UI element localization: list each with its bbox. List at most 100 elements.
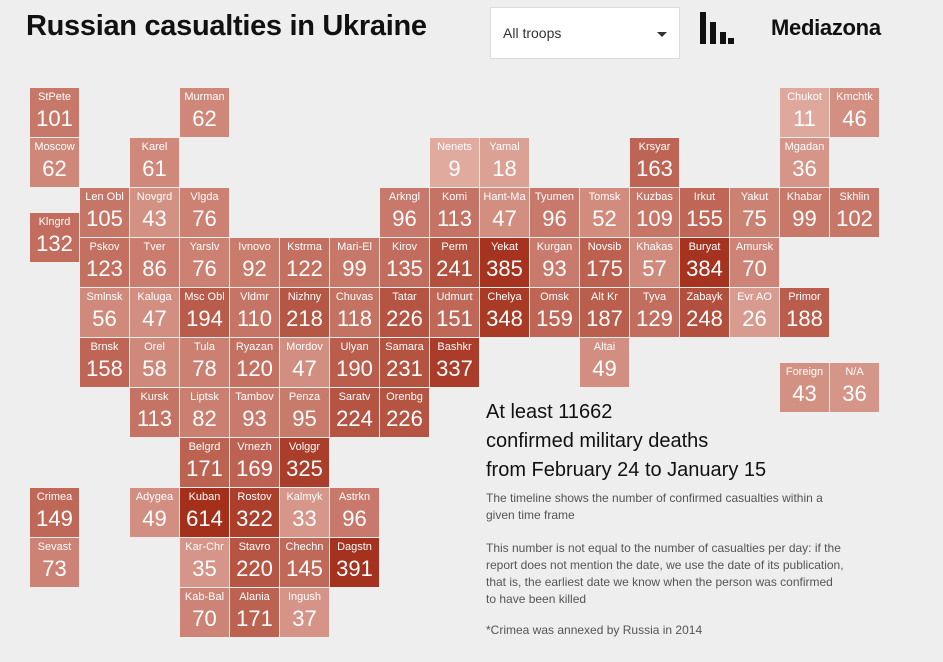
region-tile-volggr[interactable]: Volggr 325 (280, 438, 329, 487)
region-tile-yamal[interactable]: Yamal 18 (480, 138, 529, 187)
region-tile-vrnezh[interactable]: Vrnezh 169 (230, 438, 279, 487)
region-tile-murman[interactable]: Murman 62 (180, 88, 229, 137)
brand-name[interactable]: Mediazona (771, 15, 881, 40)
region-name: Adygea (135, 491, 174, 503)
region-tile-vlgda[interactable]: Vlgda 76 (180, 188, 229, 237)
region-tile-chechn[interactable]: Chechn 145 (280, 538, 329, 587)
mediazona-logo-icon[interactable] (700, 12, 734, 44)
region-tile-kstrma[interactable]: Kstrma 122 (280, 238, 329, 287)
region-tile-chelya[interactable]: Chelya 348 (480, 288, 529, 337)
region-tile-tver[interactable]: Tver 86 (130, 238, 179, 287)
region-tile-saratv[interactable]: Saratv 224 (330, 388, 379, 437)
region-tile-alania[interactable]: Alania 171 (230, 588, 279, 637)
region-tile-adygea[interactable]: Adygea 49 (130, 488, 179, 537)
region-tile-zabayk[interactable]: Zabayk 248 (680, 288, 729, 337)
region-name: Penza (288, 391, 321, 403)
region-tile-mordov[interactable]: Mordov 47 (280, 338, 329, 387)
region-tile-tyva[interactable]: Tyva 129 (630, 288, 679, 337)
region-tile-crimea[interactable]: Crimea 149 (30, 488, 79, 537)
region-value: 123 (86, 256, 123, 281)
region-tile-ingush[interactable]: Ingush 37 (280, 588, 329, 637)
region-tile-hant-ma[interactable]: Hant-Ma 47 (480, 188, 529, 237)
region-tile-ivnovo[interactable]: Ivnovo 92 (230, 238, 279, 287)
region-tile-foreign[interactable]: Foreign 43 (780, 363, 829, 412)
region-tile-kuban[interactable]: Kuban 614 (180, 488, 229, 537)
region-tile-tyumen[interactable]: Tyumen 96 (530, 188, 579, 237)
region-tile-stavro[interactable]: Stavro 220 (230, 538, 279, 587)
region-tile-vldmr[interactable]: Vldmr 110 (230, 288, 279, 337)
region-tile-karel[interactable]: Karel 61 (130, 138, 179, 187)
region-tile-perm[interactable]: Perm 241 (430, 238, 479, 287)
region-tile-primor[interactable]: Primor 188 (780, 288, 829, 337)
region-tile-buryat[interactable]: Buryat 384 (680, 238, 729, 287)
region-tile-orel[interactable]: Orel 58 (130, 338, 179, 387)
region-tile-bashkr[interactable]: Bashkr 337 (430, 338, 479, 387)
region-tile-moscow[interactable]: Moscow 62 (30, 138, 79, 187)
region-tile-mgadan[interactable]: Mgadan 36 (780, 138, 829, 187)
region-tile-smlnsk[interactable]: Smlnsk 56 (80, 288, 129, 337)
region-tile-kuzbas[interactable]: Kuzbas 109 (630, 188, 679, 237)
region-tile-len-obl[interactable]: Len Obl 105 (80, 188, 129, 237)
region-tile-ulyan[interactable]: Ulyan 190 (330, 338, 379, 387)
region-tile-tula[interactable]: Tula 78 (180, 338, 229, 387)
region-value: 96 (392, 206, 417, 231)
region-tile-astrkn[interactable]: Astrkn 96 (330, 488, 379, 537)
region-tile-kar-chr[interactable]: Kar-Chr 35 (180, 538, 229, 587)
region-name: Ingush (287, 591, 322, 603)
region-tile-orenbg[interactable]: Orenbg 226 (380, 388, 429, 437)
region-tile-irkut[interactable]: Irkut 155 (680, 188, 729, 237)
region-tile-komi[interactable]: Komi 113 (430, 188, 479, 237)
region-tile-tambov[interactable]: Tambov 93 (230, 388, 279, 437)
region-value: 96 (342, 506, 367, 531)
region-tile-chukot[interactable]: Chukot 11 (780, 88, 829, 137)
region-tile-evr-ao[interactable]: Evr AO 26 (730, 288, 779, 337)
region-tile-n-a[interactable]: N/A 36 (830, 363, 879, 412)
region-tile-klngrd[interactable]: Klngrd 132 (30, 213, 79, 262)
region-tile-kab-bal[interactable]: Kab-Bal 70 (180, 588, 229, 637)
troops-filter-dropdown[interactable]: All troops (490, 7, 680, 59)
region-tile-yarslv[interactable]: Yarslv 76 (180, 238, 229, 287)
region-tile-khakas[interactable]: Khakas 57 (630, 238, 679, 287)
region-tile-liptsk[interactable]: Liptsk 82 (180, 388, 229, 437)
region-tile-yakut[interactable]: Yakut 75 (730, 188, 779, 237)
region-tile-kalmyk[interactable]: Kalmyk 33 (280, 488, 329, 537)
region-tile-belgrd[interactable]: Belgrd 171 (180, 438, 229, 487)
region-tile-alt-kr[interactable]: Alt Kr 187 (580, 288, 629, 337)
region-tile-kurgan[interactable]: Kurgan 93 (530, 238, 579, 287)
region-tile-tomsk[interactable]: Tomsk 52 (580, 188, 629, 237)
region-tile-kirov[interactable]: Kirov 135 (380, 238, 429, 287)
region-tile-kmchtk[interactable]: Kmchtk 46 (830, 88, 879, 137)
region-tile-dagstn[interactable]: Dagstn 391 (330, 538, 379, 587)
region-tile-stpete[interactable]: StPete 101 (30, 88, 79, 137)
region-value: 614 (186, 506, 223, 531)
region-tile-udmurt[interactable]: Udmurt 151 (430, 288, 479, 337)
region-tile-altai[interactable]: Altai 49 (580, 338, 629, 387)
region-tile-amursk[interactable]: Amursk 70 (730, 238, 779, 287)
region-tile-ryazan[interactable]: Ryazan 120 (230, 338, 279, 387)
region-tile-pskov[interactable]: Pskov 123 (80, 238, 129, 287)
region-tile-krsyar[interactable]: Krsyar 163 (630, 138, 679, 187)
region-tile-chuvas[interactable]: Chuvas 118 (330, 288, 379, 337)
region-tile-skhlin[interactable]: Skhlin 102 (830, 188, 879, 237)
region-tile-penza[interactable]: Penza 95 (280, 388, 329, 437)
region-tile-kursk[interactable]: Kursk 113 (130, 388, 179, 437)
region-value: 36 (792, 156, 817, 181)
region-tile-nizhny[interactable]: Nizhny 218 (280, 288, 329, 337)
region-tile-tatar[interactable]: Tatar 226 (380, 288, 429, 337)
region-tile-nenets[interactable]: Nenets 9 (430, 138, 479, 187)
region-tile-yekat[interactable]: Yekat 385 (480, 238, 529, 287)
region-tile-sevast[interactable]: Sevast 73 (30, 538, 79, 587)
region-tile-msc-obl[interactable]: Msc Obl 194 (180, 288, 229, 337)
region-tile-khabar[interactable]: Khabar 99 (780, 188, 829, 237)
region-value: 49 (592, 356, 617, 381)
region-tile-kaluga[interactable]: Kaluga 47 (130, 288, 179, 337)
region-tile-rostov[interactable]: Rostov 322 (230, 488, 279, 537)
region-tile-brnsk[interactable]: Brnsk 158 (80, 338, 129, 387)
region-tile-arkngl[interactable]: Arkngl 96 (380, 188, 429, 237)
region-name: Evr AO (737, 291, 772, 303)
region-tile-samara[interactable]: Samara 231 (380, 338, 429, 387)
region-tile-mari-el[interactable]: Mari-El 99 (330, 238, 379, 287)
region-tile-omsk[interactable]: Omsk 159 (530, 288, 579, 337)
region-tile-novsib[interactable]: Novsib 175 (580, 238, 629, 287)
region-tile-novgrd[interactable]: Novgrd 43 (130, 188, 179, 237)
